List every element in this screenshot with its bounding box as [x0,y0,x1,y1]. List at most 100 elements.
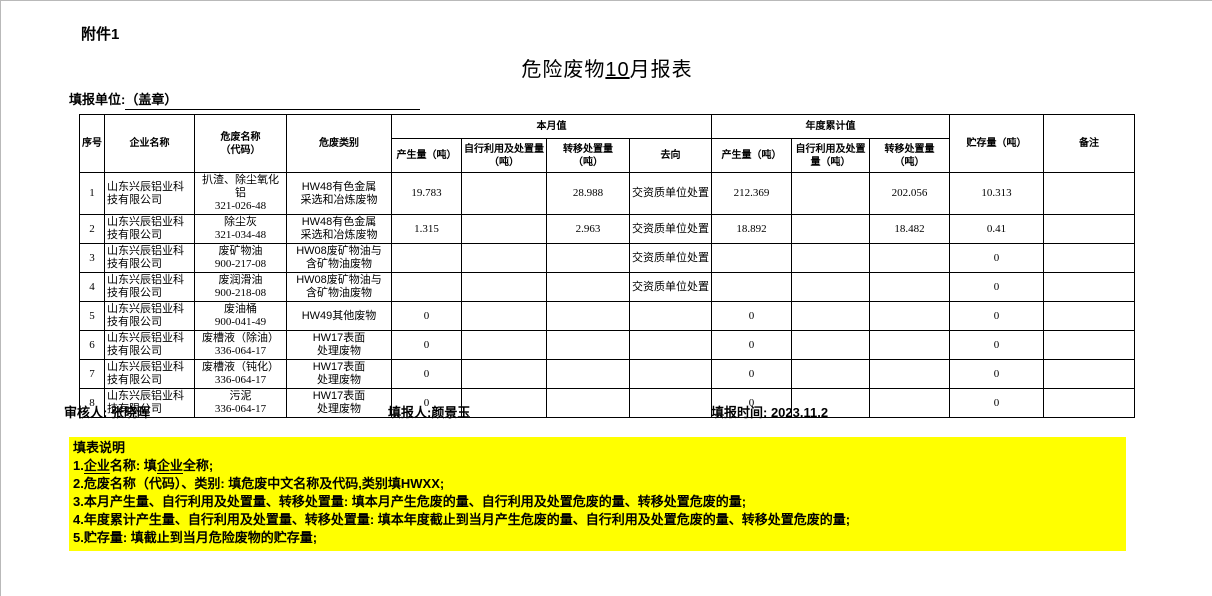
table-row: 1 山东兴辰铝业科技有限公司 扒渣、除尘氧化铝 321-026-48 HW48有… [79,172,1136,215]
cell-month-transferred [546,359,630,389]
cell-month-self-disposed [461,172,547,215]
cell-month-produced: 0 [391,301,462,331]
header-row-2: 产生量（吨） 自行利用及处置量（吨） 转移处置量 （吨） 去向 产生量（吨） 自… [80,138,1135,173]
cell-month-transferred: 28.988 [546,172,630,215]
instruction-line-2: 2.危废名称（代码）、类别: 填危废中文名称及代码,类别填HWXX; [73,476,445,491]
col-header-month-transferred: 转移处置量 （吨） [546,138,630,173]
cell-seq: 6 [79,330,105,360]
waste-name: 废槽液（除油） [202,332,279,344]
instruction-1-seg: 名称: 填 [109,458,157,473]
cell-year-self-disposed [791,243,870,273]
cell-year-transferred [868,388,951,418]
title-prefix: 危险废物 [521,59,606,81]
cell-year-produced: 0 [711,301,792,331]
cell-year-self-disposed [791,388,870,418]
title-month-underlined: 10 [605,59,630,81]
cell-month-produced: 0 [391,359,462,389]
table-row: 3 山东兴辰铝业科技有限公司 废矿物油 900-217-08 HW08废矿物油与… [79,243,1136,273]
attachment-label: 附件1 [81,26,120,43]
cell-month-produced [391,243,462,273]
cell-year-produced: 0 [711,388,792,418]
cell-month-produced: 0 [391,330,462,360]
cell-year-self-disposed [791,214,870,244]
instruction-1-seg: 全称; [182,458,214,473]
cell-company: 山东兴辰铝业科技有限公司 [104,214,195,244]
table-row: 7 山东兴辰铝业科技有限公司 废槽液（钝化） 336-064-17 HW17表面… [79,359,1136,389]
cell-waste: 废槽液（除油） 336-064-17 [194,330,287,360]
cell-category: HW17表面 处理废物 [286,330,392,360]
cell-month-transferred [546,272,630,302]
col-header-storage: 贮存量（吨） [949,114,1045,173]
cell-year-transferred [868,243,951,273]
cell-month-self-disposed [461,330,547,360]
instruction-line-1: 1.企业名称: 填企业全称; [73,457,1122,475]
cell-month-transferred [546,388,630,418]
table-row: 5 山东兴辰铝业科技有限公司 废油桶 900-041-49 HW49其他废物 0… [79,301,1136,331]
cell-year-produced: 18.892 [711,214,792,244]
cell-storage: 0 [949,330,1045,360]
cell-storage: 10.313 [949,172,1045,215]
col-header-month-produced: 产生量（吨） [391,138,462,173]
cell-storage: 0 [949,272,1045,302]
cell-note [1043,243,1136,273]
cell-year-transferred: 18.482 [868,214,951,244]
cell-year-self-disposed [791,359,870,389]
waste-code: 900-218-08 [214,287,267,299]
cell-year-self-disposed [791,301,870,331]
table-row: 8 山东兴辰铝业科技有限公司 污泥 336-064-17 HW17表面 处理废物… [79,388,1136,418]
instruction-line-5: 5.贮存量: 填截止到当月危险废物的贮存量; [73,530,318,545]
waste-name: 污泥 [229,390,252,402]
cell-year-transferred [868,272,951,302]
page-title: 危险废物10月报表 [1,53,1212,82]
col-header-waste-name: 危废名称 （代码） [194,114,287,173]
cell-company: 山东兴辰铝业科技有限公司 [104,330,195,360]
cell-direction: 交资质单位处置 [629,243,712,273]
cell-direction [629,388,712,418]
table-body: 1 山东兴辰铝业科技有限公司 扒渣、除尘氧化铝 321-026-48 HW48有… [79,172,1136,418]
cell-seq: 2 [79,214,105,244]
cell-month-produced: 0 [391,388,462,418]
cell-note [1043,388,1136,418]
waste-name: 废润滑油 [218,274,263,286]
cell-storage: 0 [949,243,1045,273]
waste-code: 900-217-08 [214,258,267,270]
report-time-label: 填报时间: 2023.11.2 [711,405,829,420]
reporting-unit-label: 填报单位: [69,92,126,107]
cell-note [1043,330,1136,360]
cell-month-transferred: 2.963 [546,214,630,244]
cell-year-self-disposed [791,272,870,302]
cell-year-produced: 0 [711,330,792,360]
cell-month-self-disposed [461,388,547,418]
auditor-label: 审核人: 张晓晖 [64,405,150,420]
cell-seq: 4 [79,272,105,302]
cell-storage: 0.41 [949,214,1045,244]
instruction-1-seg-underlined: 企业 [83,458,110,474]
cell-year-transferred [868,330,951,360]
instruction-line-3: 3.本月产生量、自行利用及处置量、转移处置量: 填本月产生危废的量、自行利用及处… [73,494,747,509]
cell-company: 山东兴辰铝业科技有限公司 [104,243,195,273]
cell-company: 山东兴辰铝业科技有限公司 [104,301,195,331]
waste-code: 336-064-17 [214,374,267,386]
cell-year-produced: 212.369 [711,172,792,215]
cell-waste: 扒渣、除尘氧化铝 321-026-48 [194,172,287,215]
cell-direction [629,359,712,389]
cell-seq: 8 [79,388,105,418]
instructions-heading: 填表说明 [73,440,126,455]
cell-company: 山东兴辰铝业科技有限公司 [104,359,195,389]
cell-category: HW17表面 处理废物 [286,388,392,418]
cell-direction [629,330,712,360]
col-header-year-transferred: 转移处置量 （吨） [868,138,951,173]
waste-code: 900-041-49 [214,316,267,328]
waste-code: 336-064-17 [214,345,267,357]
col-header-seq: 序号 [79,114,105,173]
cell-direction: 交资质单位处置 [629,214,712,244]
cell-year-transferred [868,301,951,331]
waste-name: 废矿物油 [218,245,263,257]
table-row: 2 山东兴辰铝业科技有限公司 除尘灰 321-034-48 HW48有色金属 采… [79,214,1136,244]
col-header-note: 备注 [1043,114,1136,173]
cell-note [1043,359,1136,389]
waste-code: 321-034-48 [214,229,267,241]
cell-direction: 交资质单位处置 [629,272,712,302]
waste-name: 扒渣、除尘氧化铝 [202,174,279,199]
instruction-line-4: 4.年度累计产生量、自行利用及处置量、转移处置量: 填本年度截止到当月产生危废的… [73,512,851,527]
